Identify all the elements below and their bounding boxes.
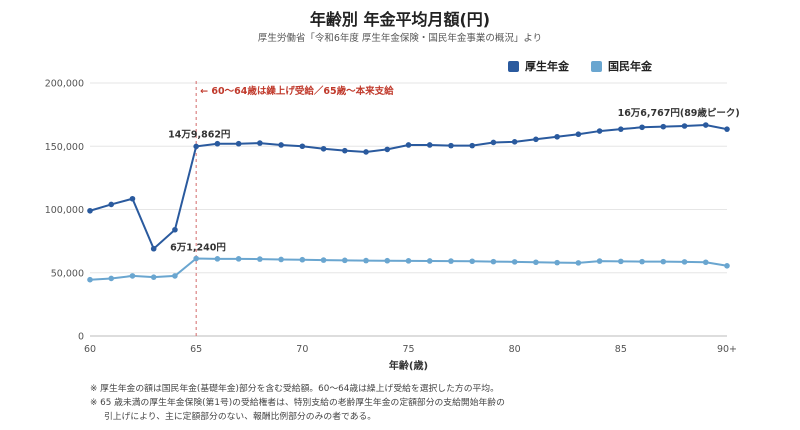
annotation-kousei-peak: 16万6,767円(89歳ピーク) bbox=[618, 107, 740, 119]
data-point-kousei bbox=[150, 245, 157, 252]
y-tick-label: 150,000 bbox=[45, 142, 84, 153]
x-tick-label: 80 bbox=[509, 344, 521, 355]
data-point-kokumin bbox=[278, 256, 284, 263]
footnotes: ※ 厚生年金の額は国民年金(基礎年金)部分を含む受給額。60〜64歳は繰上げ受給… bbox=[90, 382, 505, 424]
data-point-kousei bbox=[639, 124, 645, 131]
data-point-kokumin bbox=[469, 258, 476, 265]
data-point-kousei bbox=[469, 142, 476, 149]
data-point-kokumin bbox=[724, 262, 730, 269]
data-point-kousei bbox=[235, 140, 242, 147]
legend-item-kousei: 厚生年金 bbox=[508, 58, 569, 74]
data-point-kousei bbox=[554, 133, 560, 140]
data-point-kousei bbox=[596, 128, 603, 134]
data-point-kousei bbox=[384, 146, 391, 153]
legend-item-kokumin: 国民年金 bbox=[591, 58, 652, 74]
data-point-kokumin bbox=[214, 256, 221, 262]
data-point-kousei bbox=[193, 143, 199, 150]
data-point-kokumin bbox=[320, 257, 327, 263]
footnote-1: ※ 厚生年金の額は国民年金(基礎年金)部分を含む受給額。60〜64歳は繰上げ受給… bbox=[90, 384, 499, 394]
data-point-kokumin bbox=[150, 274, 157, 280]
data-point-kokumin bbox=[511, 259, 518, 265]
data-point-kokumin bbox=[533, 259, 539, 266]
legend-swatch-kousei bbox=[508, 60, 519, 72]
x-tick-label: 75 bbox=[402, 344, 414, 355]
data-point-kokumin bbox=[363, 257, 369, 264]
data-point-kokumin bbox=[660, 258, 667, 265]
data-point-kokumin bbox=[448, 258, 454, 264]
data-point-kousei bbox=[724, 126, 730, 132]
x-tick-label: 85 bbox=[615, 344, 627, 355]
x-tick-label: 60 bbox=[84, 344, 96, 355]
y-tick-label: 200,000 bbox=[45, 79, 84, 90]
data-point-kousei bbox=[511, 139, 518, 145]
x-tick-label: 65 bbox=[190, 344, 202, 355]
data-point-kokumin bbox=[681, 259, 688, 265]
y-tick-label: 50,000 bbox=[51, 268, 84, 279]
legend-swatch-kokumin bbox=[591, 60, 602, 72]
data-point-kousei bbox=[87, 207, 93, 214]
data-point-kokumin bbox=[405, 258, 412, 264]
data-point-kokumin bbox=[384, 257, 391, 264]
data-point-kousei bbox=[448, 142, 454, 149]
data-point-kokumin bbox=[702, 259, 709, 266]
chart-subtitle: 厚生労働省「令和6年度 厚生年金保険・国民年金事業の概況」より bbox=[257, 33, 543, 44]
data-point-kousei bbox=[575, 131, 582, 138]
legend-label-kousei: 厚生年金 bbox=[525, 60, 569, 73]
data-point-kokumin bbox=[639, 258, 645, 265]
data-point-kousei bbox=[426, 142, 433, 148]
data-point-kousei bbox=[299, 143, 306, 150]
data-point-kokumin bbox=[299, 256, 306, 263]
data-point-kokumin bbox=[490, 258, 497, 265]
data-point-kousei bbox=[681, 123, 688, 129]
data-point-kousei bbox=[278, 142, 284, 148]
data-point-kokumin bbox=[108, 275, 115, 282]
x-tick-label: 70 bbox=[296, 344, 308, 355]
data-point-kousei bbox=[618, 126, 624, 132]
data-point-kousei bbox=[129, 195, 136, 202]
annotation-kokumin-65: 6万1,240円 bbox=[170, 243, 226, 254]
annotation-kousei-65: 14万9,862円 bbox=[168, 129, 230, 140]
data-point-kousei bbox=[660, 123, 667, 130]
data-point-kousei bbox=[342, 147, 348, 154]
footnote-2: ※ 65 歳未満の厚生年金保険(第1号)の受給権者は、特別支給の老齢厚生年金の定… bbox=[90, 398, 505, 408]
data-point-kousei bbox=[533, 136, 539, 143]
data-point-kousei bbox=[490, 139, 497, 146]
data-point-kokumin bbox=[87, 276, 93, 283]
data-point-kousei bbox=[363, 149, 369, 155]
data-point-kousei bbox=[108, 201, 115, 208]
chart-title: 年齢別 年金平均月額(円) bbox=[309, 10, 491, 29]
data-point-kokumin bbox=[575, 260, 582, 266]
y-tick-label: 100,000 bbox=[45, 205, 84, 216]
y-tick-label: 0 bbox=[78, 332, 84, 343]
data-point-kokumin bbox=[235, 256, 242, 262]
footnote-2-continued: 引上げにより、主に定額部分のない、報酬比例部分のみの者である。 bbox=[104, 412, 377, 422]
line-chart: 0 50,000 100,000 150,000 200,000 60 65 70 75 80 85… bbox=[45, 79, 740, 373]
data-point-kousei bbox=[214, 140, 221, 147]
data-point-kousei bbox=[172, 226, 178, 233]
data-point-kokumin bbox=[172, 273, 178, 279]
age-65-marker-label: ← 60〜64歳は繰上げ受給／65歳〜本来支給 bbox=[200, 85, 394, 97]
data-point-kokumin bbox=[426, 258, 433, 264]
data-point-kokumin bbox=[618, 258, 624, 265]
data-point-kokumin bbox=[257, 256, 263, 262]
x-tick-label: 90+ bbox=[717, 344, 737, 355]
legend-label-kokumin: 国民年金 bbox=[608, 60, 652, 73]
data-point-kokumin bbox=[596, 258, 603, 264]
data-point-kokumin bbox=[193, 255, 199, 262]
data-point-kousei bbox=[702, 122, 709, 128]
x-axis-title: 年齢(歳) bbox=[389, 359, 428, 372]
data-point-kousei bbox=[320, 145, 327, 152]
data-point-kousei bbox=[405, 142, 412, 148]
data-point-kokumin bbox=[554, 259, 560, 266]
data-point-kokumin bbox=[129, 273, 136, 279]
chart-legend: 厚生年金 国民年金 bbox=[508, 58, 652, 74]
data-point-kokumin bbox=[342, 257, 348, 264]
data-point-kousei bbox=[257, 140, 263, 146]
